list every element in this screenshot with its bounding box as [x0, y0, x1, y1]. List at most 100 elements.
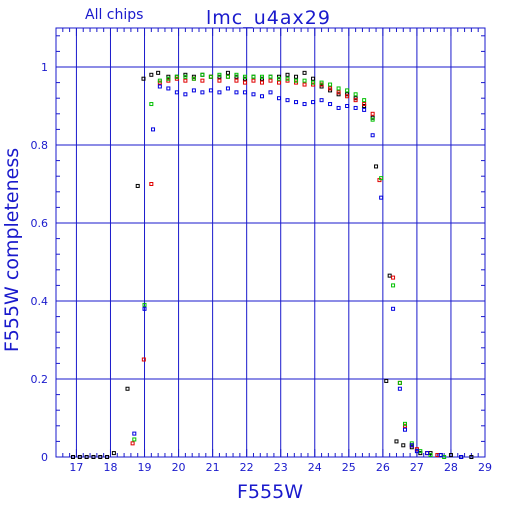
data-point [311, 100, 316, 105]
data-point [345, 88, 350, 93]
data-point [183, 78, 188, 83]
data-point [157, 84, 162, 89]
data-point [391, 275, 396, 280]
data-point [425, 451, 430, 456]
data-point [200, 78, 205, 83]
data-point [156, 70, 161, 75]
data-point [149, 72, 154, 77]
data-point [251, 78, 256, 83]
data-point [311, 80, 316, 85]
data-point [311, 76, 316, 81]
data-point [294, 78, 299, 83]
data-point [379, 176, 384, 181]
data-point [225, 74, 230, 79]
data-point [362, 107, 367, 112]
data-point [294, 100, 299, 105]
data-point [397, 380, 402, 385]
data-point [225, 70, 230, 75]
x-tick-labels: 17 18 19 20 21 22 23 24 25 26 27 28 29 [69, 461, 492, 474]
data-point [142, 306, 147, 311]
x-tick-label: 29 [478, 461, 492, 474]
data-point [183, 92, 188, 97]
data-point [353, 105, 358, 110]
x-tick-label: 18 [103, 461, 117, 474]
data-point [242, 90, 247, 95]
data-point [91, 455, 96, 459]
data-point [149, 182, 154, 186]
plot-frame [55, 27, 486, 458]
data-point [268, 90, 273, 95]
data-point [183, 74, 188, 79]
data-point [141, 76, 146, 81]
data-point [294, 74, 299, 79]
x-tick-label: 24 [308, 461, 322, 474]
x-axis-label: F555W [237, 481, 303, 503]
data-point [345, 104, 350, 108]
x-tick-label: 23 [274, 461, 288, 474]
data-point [402, 421, 407, 426]
data-point [151, 127, 156, 132]
data-point [166, 76, 171, 81]
data-point [132, 431, 137, 436]
data-point [401, 443, 406, 448]
data-point [319, 98, 324, 103]
data-point [105, 455, 110, 459]
data-point [387, 273, 392, 278]
data-point [141, 357, 146, 362]
data-point [328, 86, 333, 91]
x-tick-label: 21 [206, 461, 220, 474]
data-point [166, 86, 171, 91]
data-point [225, 86, 230, 91]
data-point [397, 386, 402, 391]
data-point [77, 455, 82, 459]
data-point [353, 92, 358, 97]
data-point [370, 111, 375, 116]
y-tick-label: 0 [41, 451, 48, 464]
data-point [414, 449, 419, 454]
data-point [277, 96, 282, 101]
x-tick-label: 19 [138, 461, 152, 474]
data-point [142, 302, 147, 307]
data-point [268, 74, 273, 79]
x-tick-label: 22 [240, 461, 254, 474]
y-tick-label: 0.2 [31, 373, 49, 386]
y-tick-label: 1 [41, 61, 48, 74]
data-point [409, 443, 414, 448]
data-point [302, 82, 307, 87]
data-point [448, 453, 453, 458]
x-tick-label: 27 [410, 461, 424, 474]
data-point [242, 80, 247, 85]
x-tick-label: 17 [69, 461, 83, 474]
data-point [370, 117, 375, 122]
data-point [251, 92, 256, 97]
data-point [285, 98, 290, 103]
data-point [402, 427, 407, 432]
data-point [302, 102, 307, 107]
data-point [362, 98, 367, 103]
data-point [217, 90, 222, 95]
y-axis-label: F555W completeness [1, 148, 23, 352]
data-point [174, 74, 179, 79]
data-point [84, 455, 89, 459]
data-point [336, 90, 341, 95]
data-point [384, 378, 389, 383]
data-point [251, 74, 256, 79]
x-tick-label: 26 [376, 461, 390, 474]
data-point [234, 72, 239, 77]
data-point [391, 306, 396, 311]
x-tick-label: 25 [342, 461, 356, 474]
data-point [125, 386, 130, 391]
y-tick-label: 0.6 [31, 217, 49, 230]
data-point [191, 88, 196, 93]
data-point [98, 455, 103, 459]
y-tick-label: 0.8 [31, 139, 49, 152]
data-point [149, 102, 154, 107]
data-point [157, 78, 162, 83]
data-point [319, 80, 324, 85]
data-point [379, 195, 384, 200]
data-point [328, 102, 333, 107]
data-point [353, 98, 358, 103]
grid-lines [56, 28, 486, 458]
data-point [374, 164, 379, 169]
